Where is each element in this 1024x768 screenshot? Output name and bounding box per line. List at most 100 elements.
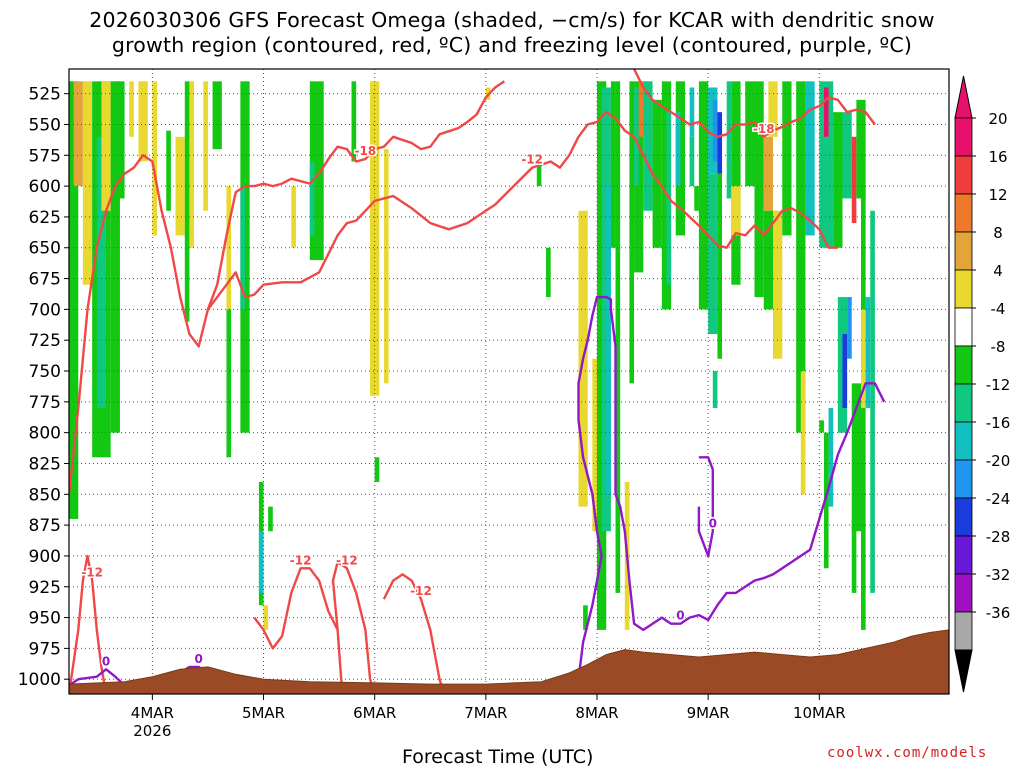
colorbar-label: -8 [991,338,1006,356]
colorbar-bin [954,345,973,385]
colorbar-bin [954,459,973,499]
omega-cell [203,81,208,211]
omega-cell [768,81,778,137]
grid-lines [69,69,949,694]
y-tick-label: 725 [29,331,61,351]
freezing-contour [69,668,126,687]
omega-cell [861,309,866,409]
colorbar-label: 8 [993,224,1003,242]
dendritic-contour-label: -18 [355,144,377,158]
omega-cell [842,334,848,409]
y-tick-label: 625 [29,208,61,228]
dendritic-contour-label: -12 [336,553,358,567]
terrain-layer [69,629,949,694]
y-tick-label: 575 [29,146,61,166]
omega-cell [861,186,866,630]
omega-cell [796,81,806,433]
colorbar-label: 12 [988,186,1007,204]
colorbar-label: -4 [991,300,1006,318]
omega-cell [694,186,699,211]
omega-cell [851,136,857,224]
freezing-contour [577,295,886,680]
omega-cell [865,297,871,409]
y-tick-label: 950 [29,609,61,629]
omega-cell [184,81,190,322]
colorbar-bin [954,573,973,613]
omega-cell [856,99,866,199]
omega-cell [819,81,834,248]
y-tick-label: 825 [29,454,61,474]
y-tick-label: 550 [29,115,61,135]
omega-cell [383,149,389,384]
colorbar-bin [954,421,973,461]
omega-cell [689,87,695,137]
y-tick-label: 925 [29,578,61,598]
colorbar-bottom-arrow [954,649,973,693]
omega-shading [69,81,875,630]
terrain-fill [69,629,949,694]
omega-cell [189,81,195,248]
colorbar-bin [954,307,973,347]
omega-cell [212,81,222,150]
chart-title: 2026030306 GFS Forecast Omega (shaded, −… [0,8,1024,58]
colorbar-label: 4 [993,262,1003,280]
omega-cell [712,371,718,409]
omega-cell [152,81,157,236]
omega-cell [370,81,380,396]
x-axis-title: Forecast Time (UTC) [402,746,594,768]
omega-cell [689,136,695,187]
dendritic-contour [69,110,838,495]
freezing-contour-label: 0 [709,516,717,530]
dendritic-contour [331,560,376,694]
omega-cell [374,457,380,482]
credit-text: coolwx.com/models [827,745,988,761]
dendritic-contour-label: -12 [521,153,543,167]
dendritic-contour-label: -18 [753,122,775,136]
colorbar-bin [954,231,973,271]
colorbar-bin [954,383,973,423]
colorbar-label: 20 [988,110,1007,128]
omega-cell [773,210,783,359]
omega-cell [828,408,834,507]
y-tick-label: 700 [29,300,61,320]
freezing-contour-label: 0 [102,654,110,668]
omega-cell [615,81,621,593]
omega-cell [309,161,315,236]
colorbar-bin [954,269,973,309]
colorbar-label: -16 [986,414,1011,432]
freezing-contour [697,456,714,558]
y-axis: 525 550 575 600 625 650 675 700 725 750 775 800 825 8… [18,85,69,690]
x-tick-label: 4MAR [131,704,174,722]
contour-layer: -12 -18 -18 -12 -12 -12 -12 0 0 0 0 [69,69,886,694]
colorbar-top-arrow [954,75,973,119]
omega-cell [870,210,875,593]
colorbar-bin [954,535,973,575]
plot-frame [68,68,950,695]
omega-cell [110,81,120,433]
omega-cell [717,112,723,174]
x-tick-sublabel: 2026 [133,722,171,740]
omega-cell [833,112,843,248]
colorbar-label: -24 [986,490,1011,508]
dendritic-contour [382,573,446,694]
omega-cell [606,186,611,495]
freezing-contour-label: 0 [195,652,203,666]
x-tick-label: 6MAR [353,704,396,722]
omega-cell [115,81,125,199]
omega-cell [73,81,83,187]
omega-cell [763,136,773,211]
colorbar: 20 16 12 8 4 -4 -8 -12 -16 -20 -24 -28 -32 -36 [954,75,1011,693]
omega-cell [643,81,653,211]
omega-cell [96,136,107,409]
colorbar-label: -12 [986,376,1011,394]
colorbar-label: -32 [986,566,1011,584]
omega-cell [731,186,741,236]
dendritic-contour [206,80,506,310]
colorbar-bin [954,117,973,157]
omega-cell [731,81,741,285]
dendritic-contour-label: -12 [290,553,312,567]
y-tick-label: 775 [29,393,61,413]
colorbar-label: -36 [986,604,1011,622]
y-tick-label: 600 [29,177,61,197]
